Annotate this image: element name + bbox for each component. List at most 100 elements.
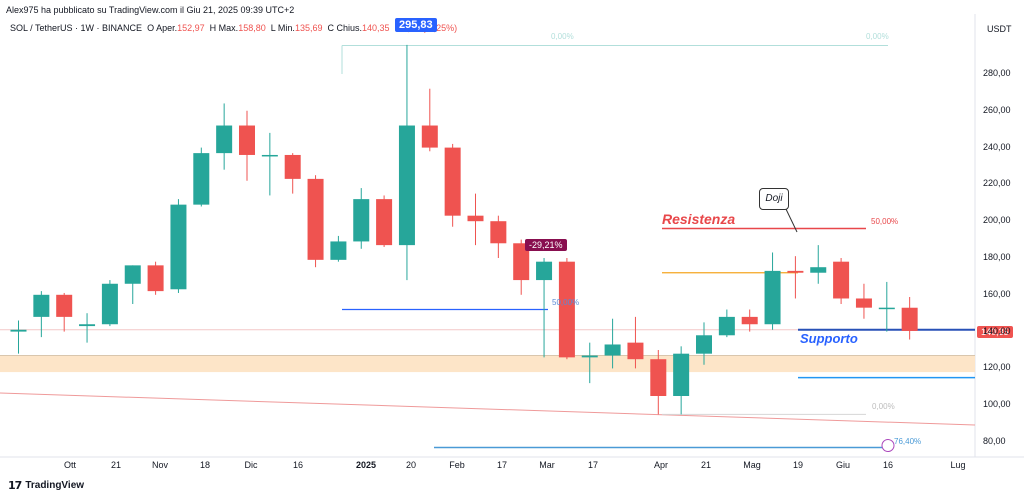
time-tick-label: 16 bbox=[292, 460, 304, 470]
candle-body bbox=[421, 125, 438, 148]
fib-level-mid: 50,00% bbox=[552, 298, 580, 307]
high-text: Max. bbox=[218, 23, 239, 33]
candle-body bbox=[10, 329, 27, 332]
time-tick-label: Dic bbox=[244, 460, 258, 470]
price-tick-label: 220,00 bbox=[983, 178, 1011, 189]
demand-zone bbox=[0, 355, 975, 373]
candle-body bbox=[444, 147, 461, 216]
candle-body bbox=[467, 215, 484, 222]
candle-body bbox=[261, 154, 278, 157]
time-tick-label: 18 bbox=[199, 460, 211, 470]
time-tick-label: 21 bbox=[110, 460, 122, 470]
time-tick-label: 17 bbox=[496, 460, 508, 470]
price-tick-label: 100,00 bbox=[983, 399, 1011, 410]
price-tick-label: 80,00 bbox=[983, 436, 1006, 446]
peak-price-tag: 295,83 bbox=[395, 18, 437, 32]
candle-body bbox=[170, 204, 187, 290]
candle-body bbox=[810, 267, 827, 273]
candle-body bbox=[353, 199, 370, 242]
candle-body bbox=[124, 265, 141, 284]
candle-body bbox=[216, 125, 233, 154]
fib-level-low: 0,00% bbox=[872, 402, 895, 411]
candle-body bbox=[536, 261, 553, 281]
candle-body bbox=[193, 153, 210, 205]
candle-body bbox=[718, 316, 735, 336]
candle-body bbox=[79, 324, 96, 327]
time-tick-label: Ott bbox=[63, 460, 77, 470]
time-tick-label: Mar bbox=[539, 460, 555, 470]
ohlc-legend: SOL / TetherUS · 1W · BINANCE O Aper.152… bbox=[10, 23, 457, 33]
fib-level-top-left: 0,00% bbox=[551, 32, 574, 41]
candle-body bbox=[33, 294, 50, 317]
candle-body bbox=[764, 270, 781, 325]
price-tick-label: 160,00 bbox=[983, 288, 1011, 299]
price-tick-label: 200,00 bbox=[983, 215, 1011, 226]
resistance-label: Resistenza bbox=[662, 211, 736, 227]
low-text: Min. bbox=[277, 23, 295, 33]
candle-body bbox=[56, 294, 73, 317]
price-tick-label: 140,00 bbox=[983, 325, 1011, 336]
candle-body bbox=[741, 316, 758, 325]
candle-body bbox=[398, 125, 415, 246]
price-tick-label: 180,00 bbox=[983, 252, 1011, 262]
high-value: 158,80 bbox=[238, 23, 266, 33]
close-value: 140,35 bbox=[362, 23, 390, 33]
tradingview-brand: TradingView bbox=[25, 480, 85, 491]
fib-level-top-right: 0,00% bbox=[866, 32, 889, 41]
candle-body bbox=[284, 154, 301, 179]
candle-body bbox=[833, 261, 850, 299]
time-tick-label: Nov bbox=[151, 460, 169, 470]
close-letter: C bbox=[327, 23, 334, 33]
candle-body bbox=[490, 221, 507, 244]
time-tick-label: Giu bbox=[835, 460, 851, 470]
doji-pointer bbox=[784, 206, 798, 233]
time-tick-label: Lug bbox=[950, 460, 966, 470]
fib-level-bottom: 76,40% bbox=[894, 437, 922, 446]
candle-body bbox=[787, 270, 804, 273]
low-letter: L bbox=[270, 23, 276, 33]
candle-body bbox=[307, 178, 324, 260]
candle-body bbox=[101, 283, 118, 325]
price-tick-label: 260,00 bbox=[983, 104, 1011, 115]
close-text: Chius. bbox=[336, 23, 363, 33]
candle-body bbox=[513, 243, 530, 281]
doji-callout: Doji bbox=[759, 188, 789, 210]
candle-body bbox=[627, 342, 644, 360]
time-tick-label: Feb bbox=[449, 460, 465, 470]
candle-body bbox=[581, 355, 598, 358]
candle-body bbox=[673, 353, 690, 396]
open-letter: O bbox=[147, 23, 155, 33]
candle-body bbox=[239, 125, 255, 155]
support-label: Supporto bbox=[800, 331, 858, 346]
drop-percent-tag: -29,21% bbox=[525, 239, 567, 251]
time-tick-label: 20 bbox=[405, 460, 417, 470]
time-tick-label: 19 bbox=[792, 460, 804, 470]
candle-body bbox=[878, 307, 895, 310]
low-value: 135,69 bbox=[294, 23, 323, 33]
candle-body bbox=[558, 261, 575, 358]
symbol-label[interactable]: SOL / TetherUS · 1W · BINANCE bbox=[10, 23, 143, 33]
time-tick-label: 16 bbox=[882, 460, 894, 470]
price-tick-label: 240,00 bbox=[983, 141, 1011, 152]
time-tick-label: 21 bbox=[700, 460, 712, 470]
candle-body bbox=[696, 335, 712, 354]
time-tick-label: 17 bbox=[587, 460, 599, 470]
published-by-text: Alex975 ha pubblicato su TradingView.com… bbox=[6, 5, 295, 15]
tradingview-mark-icon: 17 bbox=[8, 479, 22, 492]
currency-label: USDT bbox=[987, 24, 1012, 34]
candle-body bbox=[376, 199, 393, 246]
open-text: Aper. bbox=[156, 23, 178, 33]
time-tick-label: Apr bbox=[653, 460, 669, 470]
trendline-pink bbox=[0, 392, 976, 426]
tradingview-logo[interactable]: 17 TradingView bbox=[8, 479, 84, 492]
candle-body bbox=[147, 265, 164, 292]
candle-body bbox=[604, 344, 621, 356]
open-value: 152,97 bbox=[177, 23, 205, 33]
candle-body bbox=[650, 359, 667, 396]
alert-bolt-icon bbox=[881, 439, 895, 453]
time-tick-label: Mag bbox=[743, 460, 761, 470]
price-tick-label: 120,00 bbox=[983, 362, 1011, 373]
current-price-tag: 140,35 bbox=[977, 326, 1013, 338]
fib-level-resistance: 50,00% bbox=[871, 217, 899, 226]
